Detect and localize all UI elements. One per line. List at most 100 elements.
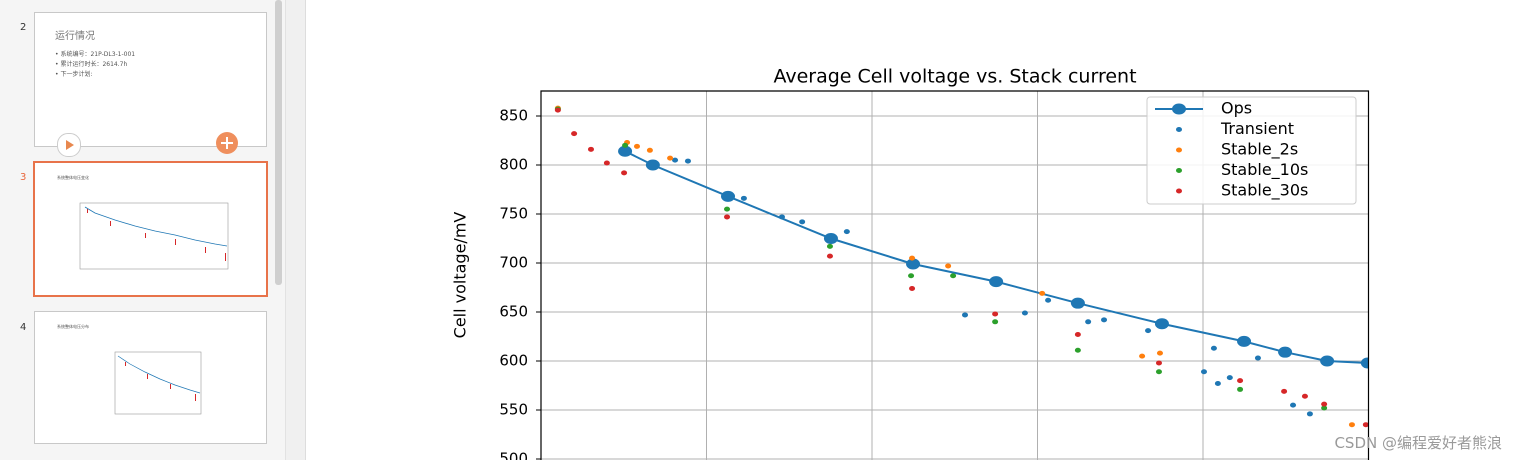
point [1348, 422, 1355, 428]
point [1210, 345, 1217, 351]
y-tick-label: 550 [499, 401, 528, 419]
point [1200, 369, 1207, 375]
point [1145, 328, 1152, 334]
legend-label: Stable_10s [1221, 160, 1308, 180]
marker [1154, 318, 1169, 330]
point [992, 311, 999, 317]
point [1021, 310, 1028, 316]
play-button[interactable] [57, 133, 81, 157]
play-icon [66, 140, 74, 150]
point [826, 243, 833, 249]
point [603, 160, 610, 166]
slide-number: 3 [20, 172, 27, 183]
marker [1070, 297, 1085, 309]
point [1226, 375, 1233, 381]
point [672, 157, 679, 163]
slide-thumbnail[interactable]: 运行情况 系统编号：21P-DL3-1-001 累计运行时长：2614.7h 下… [34, 12, 267, 147]
point [909, 255, 916, 261]
slide-title: 系统整体电压变化 [57, 175, 89, 180]
marker [1278, 346, 1293, 358]
point [1045, 297, 1052, 303]
point [1321, 401, 1328, 407]
marker [721, 190, 736, 202]
point [826, 253, 833, 259]
y-tick-label: 750 [499, 205, 528, 223]
add-icon [221, 137, 233, 149]
point [945, 263, 952, 269]
series-line [624, 150, 1368, 364]
point [1101, 317, 1108, 323]
marker [1360, 357, 1369, 369]
point [667, 155, 674, 161]
thumbnail-chart [79, 202, 229, 270]
point [554, 107, 561, 113]
axes-frame [540, 90, 1370, 460]
point [1074, 347, 1081, 353]
legend-label: Stable_2s [1221, 140, 1298, 160]
point [684, 158, 691, 164]
point [1214, 381, 1221, 387]
y-tick-label: 850 [499, 107, 528, 125]
add-button[interactable] [216, 132, 238, 154]
legend-marker [1172, 103, 1186, 115]
slide-number: 2 [20, 22, 27, 33]
point [587, 146, 594, 152]
point [778, 214, 785, 220]
point [1139, 353, 1146, 359]
point [621, 170, 628, 176]
marker [906, 258, 921, 270]
y-tick-label: 700 [499, 254, 528, 272]
point [909, 285, 916, 291]
point [992, 319, 999, 325]
point [908, 273, 915, 279]
point [1237, 378, 1244, 384]
marker [1320, 355, 1335, 367]
point [1306, 411, 1313, 417]
point [1074, 332, 1081, 338]
point [740, 195, 747, 201]
scrollbar[interactable] [275, 0, 282, 285]
legend-marker [1176, 188, 1182, 194]
marker [645, 159, 660, 171]
point [1156, 350, 1163, 356]
plot-area [554, 105, 1369, 428]
point [1321, 405, 1328, 411]
legend-box [1146, 96, 1357, 205]
y-tick-label: 500 [499, 450, 528, 460]
point [646, 147, 653, 153]
y-tick-label: 600 [499, 352, 528, 370]
slide-number: 4 [20, 322, 27, 333]
point [1039, 290, 1046, 296]
bullet: 累计运行时长：2614.7h [55, 59, 127, 68]
point [1362, 422, 1369, 428]
slide-thumbnail[interactable]: 系统整体电压变化 [33, 161, 268, 297]
point [962, 312, 969, 318]
legend-marker [1176, 168, 1182, 173]
point [799, 219, 806, 225]
point [1155, 369, 1162, 375]
point [724, 206, 731, 212]
thumbnail-chart [114, 351, 202, 415]
legend-marker [1176, 127, 1182, 132]
bullet: 系统编号：21P-DL3-1-001 [55, 49, 135, 58]
point [843, 229, 850, 235]
point [1301, 393, 1308, 399]
y-tick-label: 650 [499, 303, 528, 321]
chart-title: Average Cell voltage vs. Stack current [773, 66, 1136, 88]
legend-label: Stable_30s [1221, 181, 1308, 201]
point [1290, 402, 1297, 408]
y-axis-label: Cell voltage/mV [451, 212, 470, 339]
point [622, 142, 629, 148]
slide-panel: 2 运行情况 系统编号：21P-DL3-1-001 累计运行时长：2614.7h… [0, 0, 286, 460]
slide-thumbnail[interactable]: 系统整体电压分布 [34, 311, 267, 444]
marker [1237, 335, 1252, 347]
marker [618, 145, 633, 157]
y-tick-label: 800 [499, 156, 528, 174]
slide-title: 系统整体电压分布 [57, 324, 89, 329]
point [950, 273, 957, 279]
point [1085, 319, 1092, 325]
bullet: 下一步计划: [55, 69, 92, 78]
